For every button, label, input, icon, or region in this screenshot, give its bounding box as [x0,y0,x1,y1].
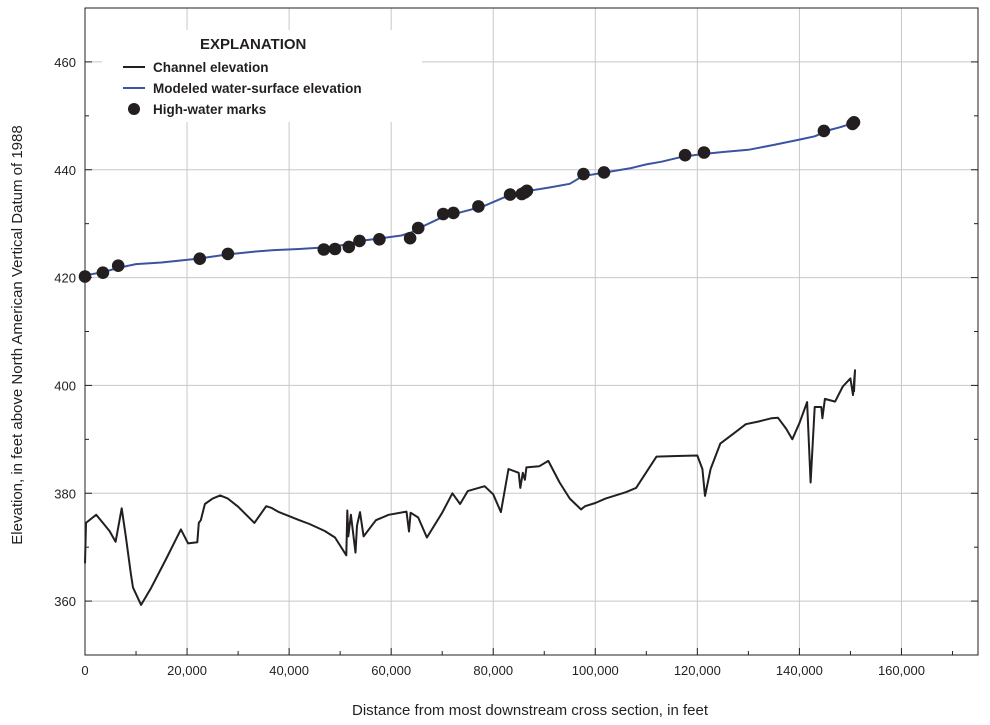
high-water-mark-point [403,231,417,245]
high-water-mark-point [221,247,235,261]
x-tick-label: 140,000 [776,663,823,678]
x-tick-label: 100,000 [572,663,619,678]
high-water-mark-point [847,116,861,129]
high-water-mark-point [472,200,485,213]
high-water-mark-point [111,259,125,273]
legend: EXPLANATION Channel elevation Modeled wa… [102,30,422,122]
x-axis-label: Distance from most downstream cross sect… [352,702,709,719]
legend-background [102,30,422,122]
high-water-mark-point [411,221,425,235]
high-water-mark-point [817,124,831,138]
high-water-mark-point [96,266,110,280]
y-tick-label: 460 [54,55,76,70]
high-water-mark-point [436,207,450,221]
series-line-1 [84,121,856,277]
x-tick-label: 80,000 [473,663,513,678]
legend-label-high-water-marks: High-water marks [153,102,266,117]
high-water-mark-point [577,167,590,181]
grid [85,8,978,655]
high-water-mark-point [678,148,692,162]
x-tick-label: 20,000 [167,663,207,678]
high-water-mark-point [520,184,534,198]
high-water-mark-point [328,242,342,256]
y-tick-label: 360 [54,594,76,609]
x-tick-label: 60,000 [371,663,411,678]
legend-title: EXPLANATION [200,36,306,53]
ticks: 0 20,000 40,000 60,000 80,000 100,000 120,000 1… [54,7,978,678]
high-water-mark-point [503,188,517,201]
series-layer [78,116,861,606]
y-tick-label: 420 [54,271,76,286]
series-line-0 [84,369,856,606]
high-water-mark-point [193,252,207,265]
high-water-mark-point [342,240,356,254]
high-water-mark-point [597,166,611,179]
x-tick-label: 120,000 [674,663,721,678]
high-water-mark-point [697,146,711,159]
y-tick-label: 400 [54,378,76,393]
high-water-mark-point [373,233,386,246]
y-tick-label: 380 [54,486,76,501]
x-tick-label: 0 [81,663,88,678]
y-axis-label: Elevation, in feet above North American … [9,125,26,544]
high-water-mark-point [353,234,366,248]
legend-label-water-surface: Modeled water-surface elevation [153,81,362,96]
legend-label-channel: Channel elevation [153,60,269,75]
x-tick-label: 40,000 [269,663,309,678]
x-tick-label: 160,000 [878,663,925,678]
high-water-mark-point [447,206,460,220]
high-water-mark-point [317,243,331,256]
legend-swatch-high-water-marks [128,103,140,115]
y-tick-label: 440 [54,163,76,178]
